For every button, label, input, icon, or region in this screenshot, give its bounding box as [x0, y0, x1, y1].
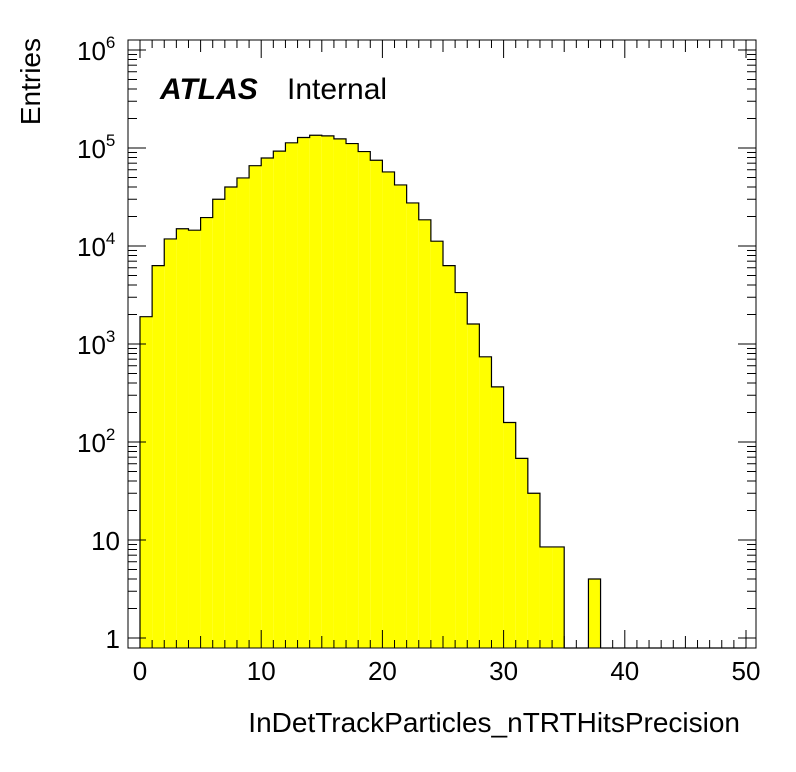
axis-ticks: [128, 40, 756, 648]
histogram-bar: [552, 546, 565, 648]
histogram-bar: [261, 158, 274, 648]
histogram-bar: [370, 160, 383, 649]
histogram-bar: [467, 324, 480, 648]
x-tick-label: 50: [732, 656, 761, 686]
histogram-bar: [455, 292, 468, 648]
y-tick-label: 10: [91, 526, 120, 556]
histogram-bar: [309, 135, 322, 649]
histogram-bar: [200, 217, 213, 648]
histogram-bar: [273, 151, 286, 648]
histogram-bar: [358, 151, 371, 649]
histogram-bar: [212, 199, 225, 649]
x-tick-labels: 0 10 20 30 40 50: [133, 656, 761, 686]
histogram-bar: [297, 137, 310, 649]
y-tick-label: 103: [77, 327, 115, 360]
x-tick-label: 30: [489, 656, 518, 686]
histogram-bar: [333, 138, 347, 648]
histogram-bar: [503, 422, 516, 648]
x-tick-label: 20: [368, 656, 397, 686]
histogram-bar: [285, 142, 298, 649]
histogram-bar: [164, 238, 177, 648]
histogram-bar: [152, 265, 165, 648]
atlas-label: ATLAS: [159, 73, 258, 106]
histogram-bar: [346, 143, 359, 648]
internal-label: Internal: [287, 73, 387, 106]
histogram-bar: [394, 184, 407, 649]
histogram-outline: [139, 134, 746, 649]
histogram-bar: [491, 386, 504, 648]
histogram-bar: [188, 230, 201, 648]
histogram-bar: [443, 265, 456, 648]
histogram-bar: [140, 316, 153, 648]
histogram-bar: [479, 356, 492, 648]
histogram-bar: [236, 177, 250, 648]
histogram-bar: [382, 171, 395, 649]
histogram-bar: [588, 579, 601, 648]
histogram-bar: [527, 493, 540, 648]
histogram-bar: [418, 219, 431, 648]
y-tick-label: 105: [77, 131, 115, 164]
y-tick-label: 1: [106, 624, 120, 654]
y-tick-label: 102: [77, 425, 115, 458]
histogram-bar: [249, 165, 262, 648]
y-tick-labels: 1 10 102 103 104 105 106: [77, 33, 120, 654]
histogram-bar: [321, 135, 334, 649]
y-tick-label: 104: [77, 229, 115, 262]
histogram-bar: [515, 458, 528, 648]
x-axis-title: InDetTrackParticles_nTRTHitsPrecision: [248, 707, 740, 738]
histogram-bar: [539, 546, 553, 648]
x-tick-label: 10: [247, 656, 276, 686]
histogram-bars: [139, 134, 746, 649]
y-tick-label: 106: [77, 33, 115, 66]
histogram-bar: [224, 187, 237, 648]
histogram-bar: [406, 202, 419, 648]
y-axis-title: Entries: [15, 38, 46, 125]
histogram-bar: [176, 228, 189, 649]
histogram-bar: [430, 241, 443, 648]
x-tick-label: 40: [610, 656, 639, 686]
x-tick-label: 0: [133, 656, 147, 686]
